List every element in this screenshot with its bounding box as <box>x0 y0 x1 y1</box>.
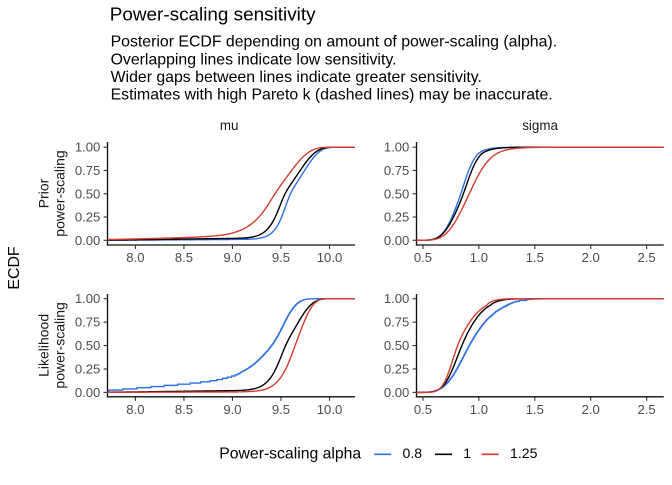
svg-text:1: 1 <box>463 445 471 461</box>
svg-text:0.50: 0.50 <box>384 338 409 353</box>
svg-text:1.0: 1.0 <box>470 250 488 265</box>
svg-text:0.25: 0.25 <box>384 210 409 225</box>
svg-text:8.5: 8.5 <box>175 402 193 417</box>
svg-text:1.00: 1.00 <box>75 291 100 306</box>
svg-text:10.0: 10.0 <box>317 402 342 417</box>
svg-text:0.5: 0.5 <box>414 250 432 265</box>
svg-text:10.0: 10.0 <box>317 250 342 265</box>
svg-text:2.0: 2.0 <box>582 250 600 265</box>
svg-text:2.5: 2.5 <box>637 402 655 417</box>
svg-text:Power-scaling sensitivity: Power-scaling sensitivity <box>110 4 316 25</box>
svg-text:Likelihood: Likelihood <box>36 314 52 377</box>
svg-text:9.0: 9.0 <box>223 402 241 417</box>
svg-text:Wider gaps between lines indic: Wider gaps between lines indicate greate… <box>111 69 482 86</box>
svg-text:1.5: 1.5 <box>526 402 544 417</box>
svg-text:0.00: 0.00 <box>75 233 100 248</box>
svg-text:0.75: 0.75 <box>75 163 100 178</box>
svg-text:0.8: 0.8 <box>403 445 423 461</box>
svg-text:9.0: 9.0 <box>223 250 241 265</box>
svg-text:2.0: 2.0 <box>582 402 600 417</box>
svg-text:0.25: 0.25 <box>75 361 100 376</box>
svg-text:Overlapping lines indicate low: Overlapping lines indicate low sensitivi… <box>111 51 397 68</box>
svg-text:sigma: sigma <box>522 118 558 133</box>
svg-text:0.50: 0.50 <box>75 186 100 201</box>
svg-text:8.5: 8.5 <box>175 250 193 265</box>
svg-text:9.5: 9.5 <box>272 402 290 417</box>
svg-text:0.25: 0.25 <box>75 210 100 225</box>
svg-text:0.75: 0.75 <box>75 315 100 330</box>
svg-text:ECDF: ECDF <box>6 246 23 290</box>
svg-text:8.0: 8.0 <box>126 402 144 417</box>
svg-text:1.00: 1.00 <box>384 140 409 155</box>
svg-text:9.5: 9.5 <box>272 250 290 265</box>
svg-text:Estimates with high Pareto k (: Estimates with high Pareto k (dashed lin… <box>111 87 553 104</box>
svg-text:1.00: 1.00 <box>384 291 409 306</box>
svg-text:mu: mu <box>220 118 239 133</box>
svg-text:0.75: 0.75 <box>384 315 409 330</box>
svg-text:1.00: 1.00 <box>75 140 100 155</box>
svg-text:power-scaling: power-scaling <box>51 150 67 236</box>
svg-text:2.5: 2.5 <box>637 250 655 265</box>
svg-text:0.50: 0.50 <box>75 338 100 353</box>
svg-text:0.00: 0.00 <box>384 233 409 248</box>
svg-text:Power-scaling alpha: Power-scaling alpha <box>219 445 361 462</box>
svg-text:0.5: 0.5 <box>414 402 432 417</box>
svg-text:power-scaling: power-scaling <box>51 302 67 388</box>
svg-text:8.0: 8.0 <box>126 250 144 265</box>
svg-text:1.5: 1.5 <box>526 250 544 265</box>
svg-text:0.25: 0.25 <box>384 361 409 376</box>
svg-text:0.00: 0.00 <box>384 385 409 400</box>
svg-text:1.25: 1.25 <box>510 445 538 461</box>
svg-text:Posterior ECDF depending on am: Posterior ECDF depending on amount of po… <box>111 34 558 51</box>
svg-text:0.50: 0.50 <box>384 186 409 201</box>
svg-text:Prior: Prior <box>36 178 52 208</box>
svg-text:1.0: 1.0 <box>470 402 488 417</box>
svg-text:0.75: 0.75 <box>384 163 409 178</box>
svg-text:0.00: 0.00 <box>75 385 100 400</box>
